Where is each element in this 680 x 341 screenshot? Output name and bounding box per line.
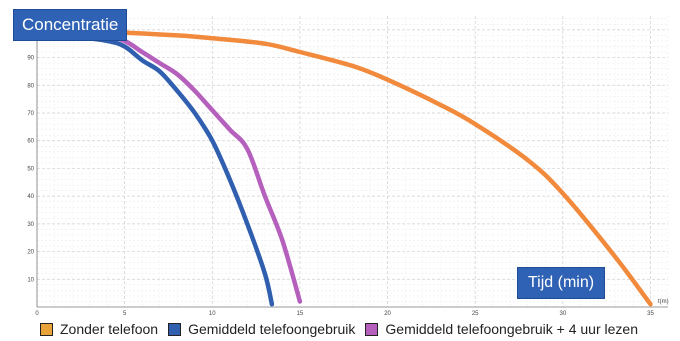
y-tick-label: 60 — [27, 139, 34, 145]
x-axis-title: Tijd (min) — [517, 267, 606, 299]
chart-grid — [36, 16, 669, 308]
y-axis-title: Concentratie — [13, 9, 128, 41]
y-tick-label: 10 — [27, 277, 34, 283]
legend-swatch — [40, 322, 53, 336]
x-tick-label: 35 — [647, 311, 654, 317]
legend-item-gemiddeld-telefoongebruik-lezen: Gemiddeld telefoongebruik + 4 uur lezen — [365, 321, 638, 337]
series-line-zonder-telefoon — [34, 27, 653, 307]
x-tick-label: 25 — [472, 311, 479, 317]
legend-swatch — [365, 322, 379, 336]
x-axis-unit-label: t(m) — [658, 299, 669, 305]
x-tick-label: 20 — [384, 311, 391, 317]
legend-label: Gemiddeld telefoongebruik — [188, 321, 356, 337]
y-tick-label: 90 — [27, 56, 34, 62]
line-chart: 10203040506070809010005101520253035 t(m) — [24, 16, 669, 317]
legend-item-gemiddeld-telefoongebruik: Gemiddeld telefoongebruik — [168, 321, 355, 337]
x-tick-label: 5 — [123, 311, 127, 317]
x-tick-label: 0 — [35, 311, 39, 317]
y-tick-label: 50 — [27, 166, 34, 172]
x-tick-label: 10 — [209, 311, 216, 317]
y-tick-label: 40 — [27, 194, 34, 200]
legend-swatch — [168, 322, 182, 336]
y-tick-label: 30 — [27, 222, 34, 228]
y-tick-label: 70 — [27, 111, 34, 117]
y-tick-label: 80 — [27, 83, 34, 89]
series-lines — [34, 27, 653, 307]
y-tick-label: 20 — [27, 250, 34, 256]
legend-item-zonder-telefoon: Zonder telefoon — [40, 321, 158, 337]
axis-ticks: 10203040506070809010005101520253035 — [24, 28, 654, 317]
legend-label: Zonder telefoon — [60, 321, 159, 337]
legend-label: Gemiddeld telefoongebruik + 4 uur lezen — [385, 321, 638, 337]
x-tick-label: 15 — [297, 311, 304, 317]
x-tick-label: 30 — [559, 311, 566, 317]
chart-legend: Zonder telefoon Gemiddeld telefoongebrui… — [40, 318, 638, 340]
